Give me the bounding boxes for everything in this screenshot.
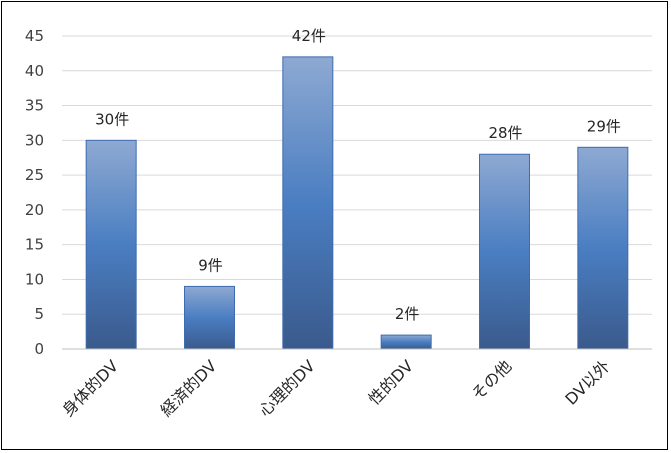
data-label: 9件	[198, 256, 223, 274]
data-label: 30件	[95, 110, 129, 128]
data-label: 2件	[395, 305, 420, 323]
y-tick-label: 15	[25, 236, 44, 254]
x-axis-categories: 身体的DV 経済的DV 心理的DV 性的DV その他 DV以外	[58, 356, 613, 420]
data-label: 42件	[292, 27, 326, 45]
bar	[85, 139, 137, 350]
category-label: 性的DV	[365, 356, 417, 408]
bar	[184, 285, 235, 350]
gridlines	[62, 35, 652, 315]
bars	[85, 56, 629, 350]
y-tick-label: 0	[34, 340, 44, 358]
category-label: 身体的DV	[58, 356, 122, 420]
bar	[282, 56, 334, 350]
data-label: 29件	[587, 117, 621, 135]
y-tick-label: 20	[25, 201, 44, 219]
y-tick-label: 30	[25, 131, 44, 149]
bar	[380, 334, 432, 350]
data-labels: 30件 9件 42件 2件 28件 29件	[95, 27, 621, 323]
y-tick-label: 35	[25, 97, 44, 115]
y-tick-label: 45	[25, 27, 44, 45]
y-tick-label: 25	[25, 166, 44, 184]
y-tick-label: 5	[34, 305, 44, 323]
category-label: その他	[468, 356, 515, 403]
bar	[577, 146, 629, 350]
data-label: 28件	[488, 124, 522, 142]
category-label: 経済的DV	[157, 356, 221, 420]
y-axis-ticks: 0 5 10 15 20 25 30 35 40 45	[25, 27, 44, 358]
category-label: DV以外	[561, 356, 613, 408]
y-tick-label: 10	[25, 270, 44, 288]
category-label: 心理的DV	[255, 356, 319, 420]
y-tick-label: 40	[25, 62, 44, 80]
bar	[479, 153, 530, 350]
